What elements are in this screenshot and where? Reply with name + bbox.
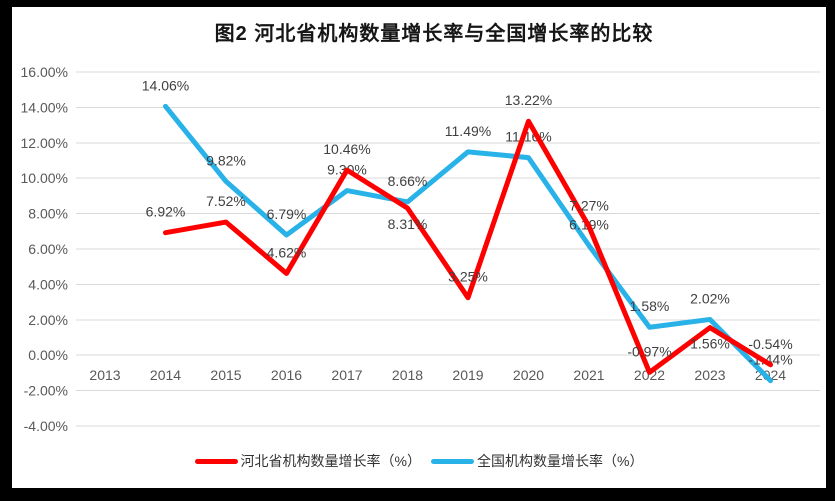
legend-line-swatch-red-icon (194, 458, 238, 464)
legend-label-hebei: 河北省机构数量增长率（%） (240, 453, 421, 469)
svg-text:13.22%: 13.22% (505, 92, 552, 108)
svg-text:8.66%: 8.66% (388, 173, 428, 189)
legend-item-hebei: 河北省机构数量增长率（%） (194, 451, 421, 471)
svg-text:4.00%: 4.00% (28, 276, 68, 292)
svg-text:7.27%: 7.27% (569, 198, 609, 214)
svg-text:8.31%: 8.31% (388, 216, 428, 232)
svg-text:6.92%: 6.92% (146, 204, 186, 220)
svg-text:2013: 2013 (89, 367, 120, 383)
svg-text:6.79%: 6.79% (267, 206, 307, 222)
svg-text:2.00%: 2.00% (28, 312, 68, 328)
svg-text:12.00%: 12.00% (21, 135, 68, 151)
svg-text:14.06%: 14.06% (142, 77, 189, 93)
svg-text:-2.00%: -2.00% (24, 383, 68, 399)
chart-title: 图2 河北省机构数量增长率与全国增长率的比较 (214, 23, 654, 45)
svg-text:2022: 2022 (634, 367, 665, 383)
svg-text:2017: 2017 (331, 367, 362, 383)
svg-text:2.02%: 2.02% (690, 290, 730, 306)
svg-text:10.46%: 10.46% (323, 141, 370, 157)
legend-line-swatch-blue-icon (431, 458, 474, 464)
svg-text:0.00%: 0.00% (28, 347, 68, 363)
svg-text:2018: 2018 (392, 367, 423, 383)
svg-text:-0.97%: -0.97% (627, 343, 671, 359)
svg-text:6.00%: 6.00% (28, 241, 68, 257)
svg-text:7.52%: 7.52% (206, 193, 246, 209)
chart-legend: 河北省机构数量增长率（%） 全国机构数量增长率（%） (12, 451, 826, 471)
svg-text:10.00%: 10.00% (21, 170, 68, 186)
line-chart-plot-area: 16.00% 14.00% 12.00% 10.00% 8.00% 6.00% 4.00% 2… (21, 64, 820, 434)
svg-text:2020: 2020 (513, 367, 544, 383)
svg-text:11.16%: 11.16% (505, 129, 551, 145)
svg-text:4.62%: 4.62% (267, 244, 307, 260)
svg-text:3.25%: 3.25% (448, 269, 488, 285)
svg-text:11.49%: 11.49% (445, 123, 491, 139)
svg-text:2021: 2021 (573, 367, 604, 383)
svg-text:-0.54%: -0.54% (748, 336, 792, 352)
svg-text:2019: 2019 (452, 367, 483, 383)
svg-text:9.82%: 9.82% (206, 152, 246, 168)
svg-text:1.58%: 1.58% (630, 298, 670, 314)
legend-label-national: 全国机构数量增长率（%） (477, 453, 644, 469)
svg-text:8.00%: 8.00% (28, 206, 68, 222)
svg-text:-4.00%: -4.00% (24, 418, 68, 434)
svg-text:1.56%: 1.56% (690, 336, 730, 352)
svg-text:2015: 2015 (210, 367, 241, 383)
svg-text:2014: 2014 (150, 367, 181, 383)
legend-item-national: 全国机构数量增长率（%） (431, 451, 643, 471)
svg-text:2016: 2016 (271, 367, 302, 383)
svg-text:14.00%: 14.00% (21, 99, 68, 115)
svg-text:2023: 2023 (694, 367, 725, 383)
svg-text:16.00%: 16.00% (21, 64, 68, 80)
